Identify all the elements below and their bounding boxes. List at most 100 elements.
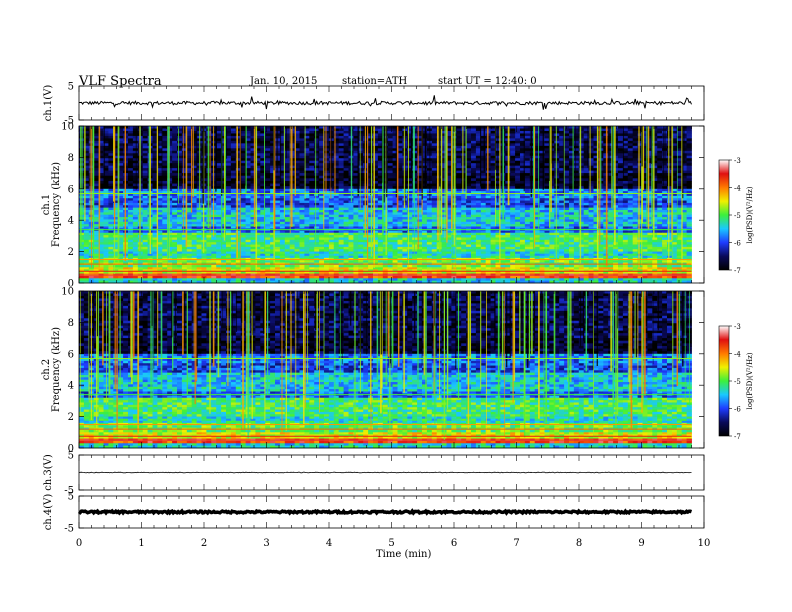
spectrogram-cell [103,153,109,157]
spectrogram-cell [333,138,340,142]
spectrogram-cell [226,214,232,218]
spectrogram-cell [235,153,242,157]
spectrogram-cell [515,193,521,197]
spectrogram-cell [524,180,531,184]
spectrogram-cell [235,221,242,225]
spectrogram-cell [387,130,393,134]
spectrogram-cell [240,163,246,166]
spectrogram-cell [588,193,594,197]
spectrogram-cell [265,165,271,169]
spectrogram-cell [265,173,271,177]
spectrogram-cell [333,145,340,149]
spectrogram-cell [657,126,663,129]
spectrogram-cell [142,188,148,192]
spectrogram-cell [471,135,477,139]
spectrogram-cell [681,205,687,208]
spectrogram-cell [471,148,477,152]
spectrogram-cell [466,155,472,159]
spectrogram-cell [397,221,403,225]
spectrogram-cell [368,210,374,213]
spectrogram-cell [588,170,594,174]
spectrogram-cell [245,183,251,187]
spectrogram-cell [113,133,119,137]
spectrogram-cell [103,143,109,147]
spectrogram-cell [417,202,423,206]
spectrogram-cell [652,135,658,139]
spectrogram-cell [657,178,663,182]
spectrogram-cell [157,153,163,157]
spectrogram-cell [515,155,521,159]
spectrogram-cell [618,168,624,171]
spectrogram-cell [333,191,340,194]
spectrogram-cell [466,180,472,184]
spectrogram-cell [515,138,521,142]
spectrogram-cell [622,158,629,162]
spectrogram-cell [524,155,531,159]
spectrogram-cell [324,178,330,182]
spectrogram-cell [515,217,521,220]
spectrogram-cell [260,200,266,204]
spectrogram-cell [186,186,193,190]
spectrogram-cell [157,133,163,137]
spectrogram-cell [652,173,658,177]
spectrogram-cell [343,178,349,182]
spectrogram-cell [534,173,540,177]
spectrogram-cell [93,212,99,216]
spectrogram-cell [284,135,291,139]
spectrogram-cell [456,128,462,132]
spectrogram-cell [490,165,496,169]
spectrogram-cell [377,130,384,134]
spectrogram-cell [632,133,638,137]
spectrogram-cell [681,173,687,177]
spectrogram-cell [235,155,242,159]
spectrogram-cell [132,163,139,166]
spectrogram-cell [245,198,251,201]
spectrogram-cell [167,160,173,164]
spectrogram-cell [583,170,589,174]
spectrogram-cell [676,202,683,206]
spectrogram-cell [569,158,575,162]
spectrogram-cell [358,198,364,201]
spectrogram-cell [353,193,359,197]
spectrogram-cell [113,130,119,134]
spectrogram-cell [279,153,286,157]
spectrogram-cell [515,170,521,174]
spectrogram-cell [637,170,643,174]
spectrogram-cell [417,212,423,216]
spectrogram-cell [279,158,286,162]
spectrogram-cell [235,217,242,220]
spectrogram-cell [152,195,158,199]
spectrogram-cell [314,214,320,218]
spectrogram-cell [613,178,619,182]
spectrogram-cell [662,195,668,199]
spectrogram-cell [618,130,624,134]
spectrogram-cell [279,175,286,179]
spectrogram-cell [422,168,428,171]
spectrogram-cell [167,205,173,208]
spectrogram-cell [515,198,521,201]
spectrogram-cell [622,150,629,154]
spectrogram-cell [103,128,109,132]
spectrogram-cell [284,170,291,174]
spectrogram-cell [534,130,540,134]
spectrogram-cell [167,217,173,220]
spectrogram-cell [490,214,496,218]
spectrogram-cell [319,202,325,206]
spectrogram-cell [475,138,482,142]
spectrogram-cell [564,148,570,152]
spectrogram-cell [534,207,540,211]
spectrogram-cell [573,148,580,152]
spectrogram-cell [475,163,482,166]
spectrogram-cell [167,130,173,134]
spectrogram-cell [632,186,638,190]
spectrogram-cell [456,178,462,182]
spectrogram-cell [157,130,163,134]
spectrogram-cell [622,148,629,152]
spectrogram-cell [226,128,232,132]
spectrogram-cell [583,195,589,199]
spectrogram-cell [407,200,413,204]
spectrogram-cell [407,219,413,223]
spectrogram-cell [520,143,526,147]
spectrogram-cell [167,170,173,174]
spectrogram-cell [113,188,119,192]
